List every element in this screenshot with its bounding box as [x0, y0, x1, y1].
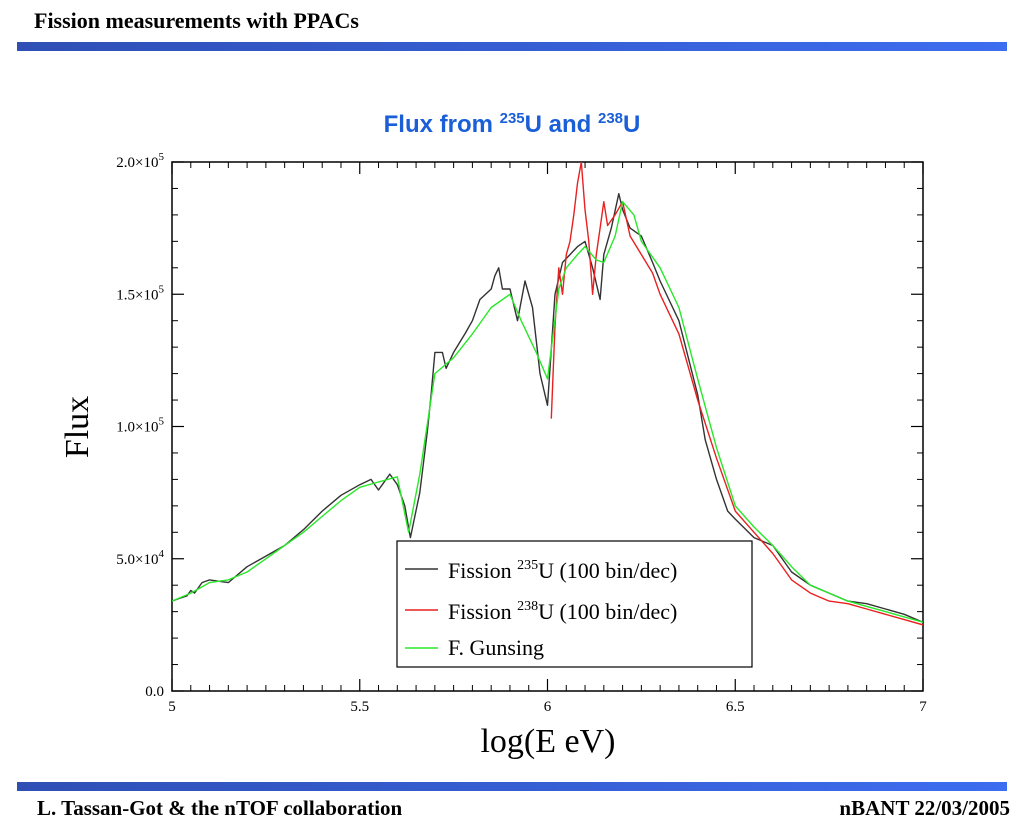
legend-entry-2-sup: 238: [517, 599, 538, 614]
y-tick-label: 5.0×104: [116, 548, 164, 568]
x-axis-label: log(E eV): [480, 723, 615, 760]
x-tick-label: 7: [919, 699, 927, 715]
legend: Fission 235U (100 bin/dec) Fission 238U …: [396, 540, 753, 668]
legend-entry-3: F. Gunsing: [448, 635, 544, 660]
series-fission-238u-line: [550, 162, 923, 626]
x-tick-label: 6: [544, 699, 552, 715]
footer-author: L. Tassan-Got & the nTOF collaboration: [37, 796, 403, 820]
y-axis-label: Flux: [59, 396, 96, 458]
series-layer: [172, 162, 923, 626]
legend-entry-1-suffix: U (100 bin/dec): [538, 558, 677, 583]
legend-entry-2: Fission 238U (100 bin/dec): [448, 599, 677, 624]
series-gunsing-line: [172, 200, 923, 623]
y-tick-label: 0.0: [145, 684, 164, 700]
chart-title-part-1: Flux from: [383, 111, 500, 138]
y-tick-label: 1.5×105: [116, 283, 164, 303]
chart-title-part-5: U: [623, 111, 641, 138]
legend-entry-1-sup: 235: [517, 558, 538, 573]
legend-entry-2-prefix: Fission: [448, 599, 517, 624]
header-accent-bar: [17, 42, 1007, 51]
footer-accent-bar: [17, 782, 1007, 791]
x-tick-label: 5.5: [350, 699, 369, 715]
y-tick-label: 2.0×105: [116, 151, 164, 171]
x-tick-label: 6.5: [726, 699, 745, 715]
chart-title: Flux from 235U and 238U: [0, 110, 1024, 139]
footer-event-date: nBANT 22/03/2005: [839, 796, 1010, 820]
slide-title: Fission measurements with PPACs: [34, 8, 359, 33]
x-tick-label: 5: [168, 699, 176, 715]
legend-entry-2-suffix: U (100 bin/dec): [538, 599, 677, 624]
legend-entry-1: Fission 235U (100 bin/dec): [448, 558, 677, 583]
chart-title-part-2: 235: [499, 110, 525, 127]
legend-entry-1-prefix: Fission: [448, 558, 517, 583]
y-tick-label: 1.0×105: [116, 416, 164, 436]
axis-ticks: 5 5.5 6 6.5 7 0.0 5.0×104 1.0×105 1.5×105 2.0×105: [116, 151, 927, 715]
chart-title-part-4: 238: [598, 110, 624, 127]
chart-title-part-3: U and: [524, 111, 598, 138]
legend-box: [396, 540, 753, 668]
